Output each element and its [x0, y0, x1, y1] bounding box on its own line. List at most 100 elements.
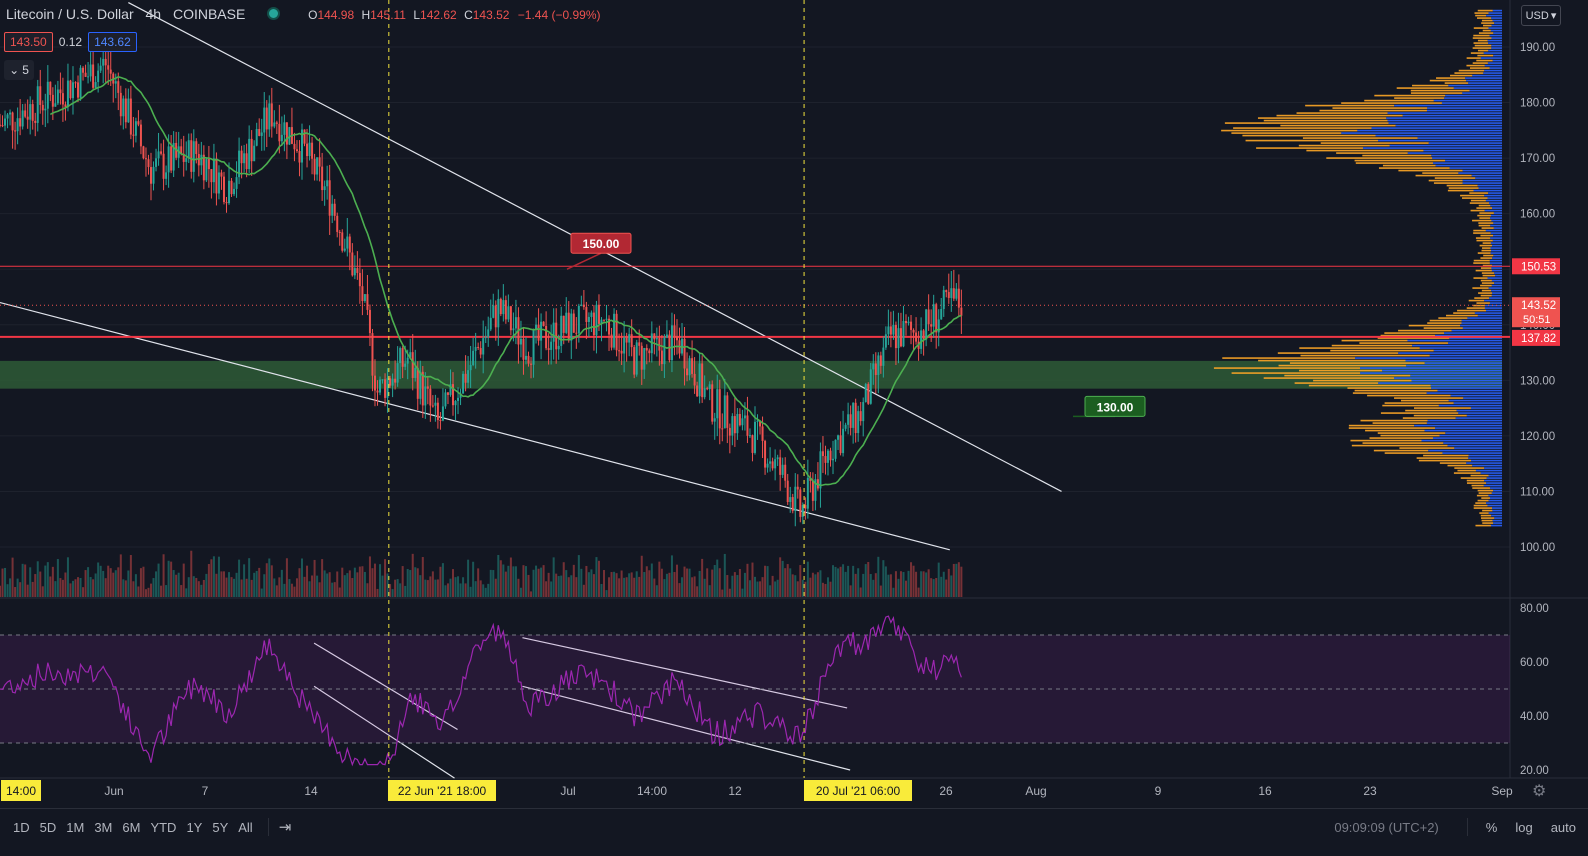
candle-body — [842, 428, 845, 454]
volume-bar — [570, 575, 573, 597]
candle-body — [361, 286, 364, 302]
interval[interactable]: 4h — [145, 6, 162, 22]
volume-profile-bar — [1476, 239, 1493, 242]
time-tick-label: Sep — [1491, 784, 1513, 798]
volume-profile-bar — [1377, 432, 1446, 434]
volume-profile-bar — [1424, 429, 1502, 432]
candle-body — [502, 300, 505, 315]
volume-bar — [396, 579, 399, 597]
volume-profile-bar — [1461, 319, 1502, 322]
volume-profile-bar — [1482, 522, 1494, 524]
log-scale-button[interactable]: log — [1515, 819, 1533, 835]
volume-profile-bar — [1482, 274, 1496, 277]
volume-bar — [321, 559, 324, 597]
candle-body — [713, 418, 716, 422]
timeframe-1d[interactable]: 1D — [13, 819, 30, 835]
volume-bar — [19, 582, 22, 597]
candle-body — [741, 418, 744, 426]
volume-bar — [416, 568, 419, 597]
timeframe-ytd[interactable]: YTD — [150, 819, 177, 835]
volume-profile-bar — [1360, 367, 1502, 369]
price-annotation-130-text: 130.00 — [1097, 400, 1134, 414]
volume-bar — [195, 577, 198, 597]
volume-bar — [336, 571, 339, 597]
exchange: COINBASE — [172, 6, 246, 22]
timeframe-3m[interactable]: 3M — [94, 819, 113, 835]
volume-profile-bar — [1431, 387, 1502, 389]
volume-profile-bar — [1453, 402, 1502, 404]
volume-profile-bar — [1469, 67, 1490, 69]
volume-bar — [452, 569, 454, 597]
volume-bar — [142, 566, 145, 597]
volume-profile-bar — [1354, 159, 1446, 162]
clock[interactable]: 09:09:09 (UTC+2) — [1334, 819, 1439, 835]
volume-profile-bar — [1432, 157, 1502, 159]
volume-bar — [464, 583, 467, 597]
volume-bar — [696, 586, 699, 597]
volume-profile-bar — [1332, 107, 1428, 109]
candle-body — [915, 332, 918, 342]
settings-gear-icon[interactable]: ⚙ — [1532, 783, 1547, 800]
volume-profile-bar — [1472, 47, 1492, 49]
candle-body — [114, 81, 117, 84]
candle-body — [215, 158, 218, 194]
candle-body — [829, 450, 832, 461]
volume-profile-bar — [1491, 269, 1502, 272]
volume-bar — [592, 574, 595, 597]
volume-profile-bar — [1489, 34, 1502, 37]
time-tick-label: 14:00 — [637, 784, 667, 798]
auto-scale-button[interactable]: auto — [1550, 819, 1576, 835]
volume-profile-bar — [1491, 284, 1502, 287]
volume-profile-bar — [1483, 24, 1492, 27]
candle-body — [61, 93, 64, 105]
volume-profile-bar — [1360, 419, 1428, 422]
volume-bar — [56, 559, 59, 597]
timeframe-5y[interactable]: 5Y — [212, 819, 229, 835]
time-tick-label: 26 — [939, 784, 953, 798]
percent-scale-button[interactable]: % — [1485, 819, 1498, 835]
ask-price[interactable]: 143.62 — [88, 32, 137, 52]
volume-profile-bar — [1482, 247, 1491, 249]
volume-bar — [791, 574, 794, 597]
volume-bar — [444, 585, 447, 597]
volume-profile-bar — [1491, 279, 1502, 282]
candle-body — [514, 317, 517, 329]
candle-body — [748, 435, 751, 437]
timeframe-1y[interactable]: 1Y — [186, 819, 203, 835]
goto-date-icon[interactable]: ⇥ — [278, 819, 292, 836]
volume-bar — [844, 571, 847, 597]
volume-bar — [258, 567, 261, 597]
volume-bar — [608, 577, 611, 597]
volume-profile-bar — [1416, 457, 1469, 459]
volume-profile-bar — [1470, 52, 1484, 54]
timeframe-all[interactable]: All — [238, 819, 253, 835]
volume-profile-bar — [1477, 9, 1493, 12]
volume-profile-bar — [1445, 159, 1502, 162]
volume-profile-bar — [1242, 134, 1376, 137]
volume-profile-bar — [1398, 352, 1502, 354]
volume-bar — [205, 573, 208, 597]
volume-bar — [947, 568, 950, 597]
volume-bar — [280, 569, 283, 597]
volume-profile-bar — [1377, 337, 1450, 339]
timeframe-6m[interactable]: 6M — [122, 819, 141, 835]
volume-bar — [348, 570, 351, 597]
timeframe-5d[interactable]: 5D — [39, 819, 57, 835]
volume-profile-bar — [1263, 377, 1395, 379]
volume-profile-bar — [1462, 92, 1502, 94]
chart-canvas[interactable]: 150.00 130.00 190.00 180.00 170.00 160.00 150… — [0, 0, 1588, 806]
candle-body — [759, 420, 762, 427]
volume-bar — [532, 569, 535, 597]
indicators-toggle-button[interactable]: ⌄ 5 — [4, 60, 34, 80]
volume-profile-bar — [1479, 212, 1494, 214]
bid-price[interactable]: 143.50 — [4, 32, 53, 52]
volume-bar — [766, 566, 769, 597]
volume-profile-bar — [1460, 324, 1502, 327]
candle-body — [14, 130, 17, 132]
volume-bar — [484, 587, 487, 597]
volume-bar — [202, 579, 205, 597]
currency-select[interactable]: USD ▾ — [1521, 5, 1561, 26]
symbol-name[interactable]: Litecoin / U.S. Dollar — [6, 6, 134, 22]
volume-profile-bar — [1373, 449, 1429, 452]
timeframe-1m[interactable]: 1M — [66, 819, 85, 835]
